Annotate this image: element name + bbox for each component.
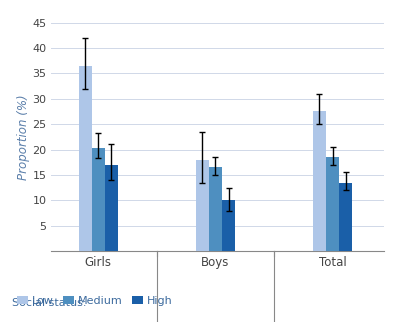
Text: Social status:: Social status: <box>11 298 86 308</box>
Y-axis label: Proportion (%): Proportion (%) <box>17 94 30 180</box>
Bar <box>339 183 352 251</box>
Bar <box>209 167 222 251</box>
Legend: Low, Medium, High: Low, Medium, High <box>17 296 172 306</box>
Bar <box>196 160 209 251</box>
Bar <box>79 66 92 251</box>
Bar <box>326 157 339 251</box>
Bar <box>105 165 118 251</box>
Bar <box>222 200 235 251</box>
Bar <box>92 148 105 251</box>
Bar <box>313 111 326 251</box>
